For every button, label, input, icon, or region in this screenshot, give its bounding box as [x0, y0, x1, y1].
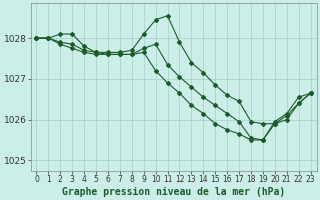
X-axis label: Graphe pression niveau de la mer (hPa): Graphe pression niveau de la mer (hPa)	[62, 186, 285, 197]
